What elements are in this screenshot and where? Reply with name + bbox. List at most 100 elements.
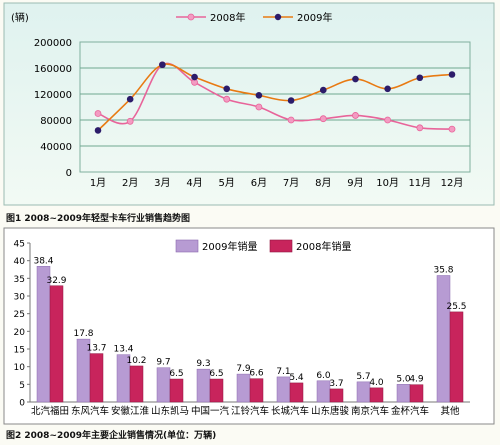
y-tick-label: 5	[19, 381, 25, 391]
data-point	[448, 71, 456, 78]
legend-label-2009: 2009年	[297, 11, 332, 24]
x-tick-label: 1月	[90, 177, 106, 189]
bar-2008年销量	[129, 365, 144, 403]
data-point	[319, 115, 327, 123]
data-point	[94, 110, 102, 117]
bar-2008年销量	[209, 378, 224, 403]
x-tick-label: 7月	[283, 177, 299, 189]
bar-value-label: 32.9	[46, 276, 66, 286]
bar-value-label: 7.9	[236, 364, 251, 374]
bar-2009年销量	[396, 384, 411, 403]
data-point	[352, 75, 359, 83]
y-tick-label: 15	[14, 346, 25, 356]
bar-2008年销量	[249, 378, 264, 403]
bar-2009年销量	[276, 376, 291, 403]
bar-value-label: 4.0	[369, 378, 384, 388]
data-point	[352, 112, 359, 119]
data-point	[287, 116, 295, 124]
bar-value-label: 35.8	[433, 266, 453, 276]
bar-value-label: 9.7	[156, 358, 170, 368]
data-point	[159, 61, 166, 69]
figure1-caption: 图1 2008~2009年轻型卡车行业销售趋势图	[6, 214, 191, 224]
legend: 2009年销量 2008年销量	[175, 239, 351, 253]
y-tick-label: 0	[19, 399, 25, 409]
bar-value-label: 6.0	[316, 371, 331, 381]
data-point	[126, 95, 134, 103]
bar-value-label: 13.4	[113, 345, 133, 355]
x-tick-label: 山东唐骏	[311, 405, 350, 417]
x-tick-label: 3月	[154, 177, 170, 189]
legend: 2008年 2009年	[176, 11, 332, 24]
bar-2009年销量	[196, 368, 211, 403]
x-tick-label: 其他	[440, 405, 460, 417]
bar-2009年销量	[156, 367, 171, 403]
bar-2009年销量	[316, 380, 331, 403]
bar-value-label: 10.2	[126, 356, 146, 366]
y-axis-unit: (辆)	[11, 11, 29, 24]
bar-value-label: 7.1	[276, 367, 290, 377]
data-point	[126, 117, 134, 125]
x-tick-label: 10月	[376, 177, 399, 189]
x-tick-label: 5月	[219, 177, 235, 189]
bar-2009年销量	[356, 381, 371, 403]
x-tick-label: 东风汽车	[71, 405, 109, 417]
x-tick-label: 2月	[122, 177, 138, 189]
x-tick-label: 金杯汽车	[391, 405, 429, 417]
bar-2009年销量	[36, 266, 51, 403]
data-point	[94, 127, 102, 134]
y-tick-label: 10	[14, 363, 26, 373]
bar-value-label: 13.7	[86, 344, 106, 354]
bar-value-label: 25.5	[446, 302, 466, 312]
bar-value-label: 4.9	[409, 375, 424, 385]
bar-value-label: 9.3	[196, 359, 210, 369]
x-tick-label: 8月	[315, 177, 331, 189]
bar-value-label: 38.4	[33, 256, 53, 266]
bar-2008年销量	[329, 388, 344, 403]
x-tick-label: 中国一汽	[191, 405, 230, 417]
legend-label-2008: 2008年	[210, 11, 245, 24]
data-point	[255, 103, 263, 111]
data-point	[384, 116, 392, 124]
bar-2008年销量	[289, 382, 304, 403]
bar-2008年销量	[449, 311, 464, 403]
bar-2008年销量	[409, 384, 424, 403]
y-tick-label: 45	[14, 240, 25, 250]
data-point	[191, 73, 198, 81]
bar-2008年销量	[169, 378, 184, 403]
y-tick-label: 40000	[40, 142, 72, 153]
y-tick-label: 30	[14, 293, 26, 303]
x-tick-label: 9月	[347, 177, 363, 189]
data-point	[416, 124, 424, 132]
x-tick-label: 12月	[441, 177, 464, 189]
data-point	[223, 85, 231, 93]
bar-2008年销量	[49, 285, 64, 403]
x-tick-label: 南京汽车	[351, 405, 389, 417]
bar-value-label: 5.4	[289, 373, 304, 383]
x-tick-label: 长城汽车	[271, 405, 309, 417]
y-tick-label: 200000	[34, 38, 72, 49]
y-tick-label: 80000	[40, 116, 72, 127]
data-point	[255, 92, 263, 99]
y-tick-label: 40	[14, 257, 26, 267]
legend-label-2008: 2008年销量	[296, 240, 351, 253]
data-point	[287, 97, 295, 104]
bar-chart: 0 5 10 15 20 25 30 35 40 45 38.4 32.9 17.8 13.7 13.41…	[3, 227, 495, 425]
x-tick-label: 4月	[186, 177, 202, 189]
x-tick-label: 山东凯马	[151, 405, 189, 417]
x-tick-label: 11月	[408, 177, 431, 189]
data-point	[384, 85, 391, 93]
bar-value-label: 5.7	[356, 372, 370, 382]
plot-area	[79, 41, 471, 173]
y-tick-label: 160000	[34, 64, 72, 75]
data-point	[448, 125, 456, 133]
bar-2008年销量	[89, 353, 104, 403]
y-tick-label: 35	[14, 275, 25, 285]
bar-2009年销量	[236, 373, 251, 403]
y-tick-label: 20	[14, 328, 26, 338]
bar-value-label: 6.6	[249, 369, 264, 379]
figure2-caption: 图2 2008~2009年主要企业销售情况(单位：万辆)	[6, 431, 217, 441]
x-tick-label: 6月	[251, 177, 267, 189]
y-tick-label: 120000	[34, 90, 72, 101]
bar-value-label: 5.0	[396, 374, 411, 384]
data-point	[319, 86, 327, 94]
